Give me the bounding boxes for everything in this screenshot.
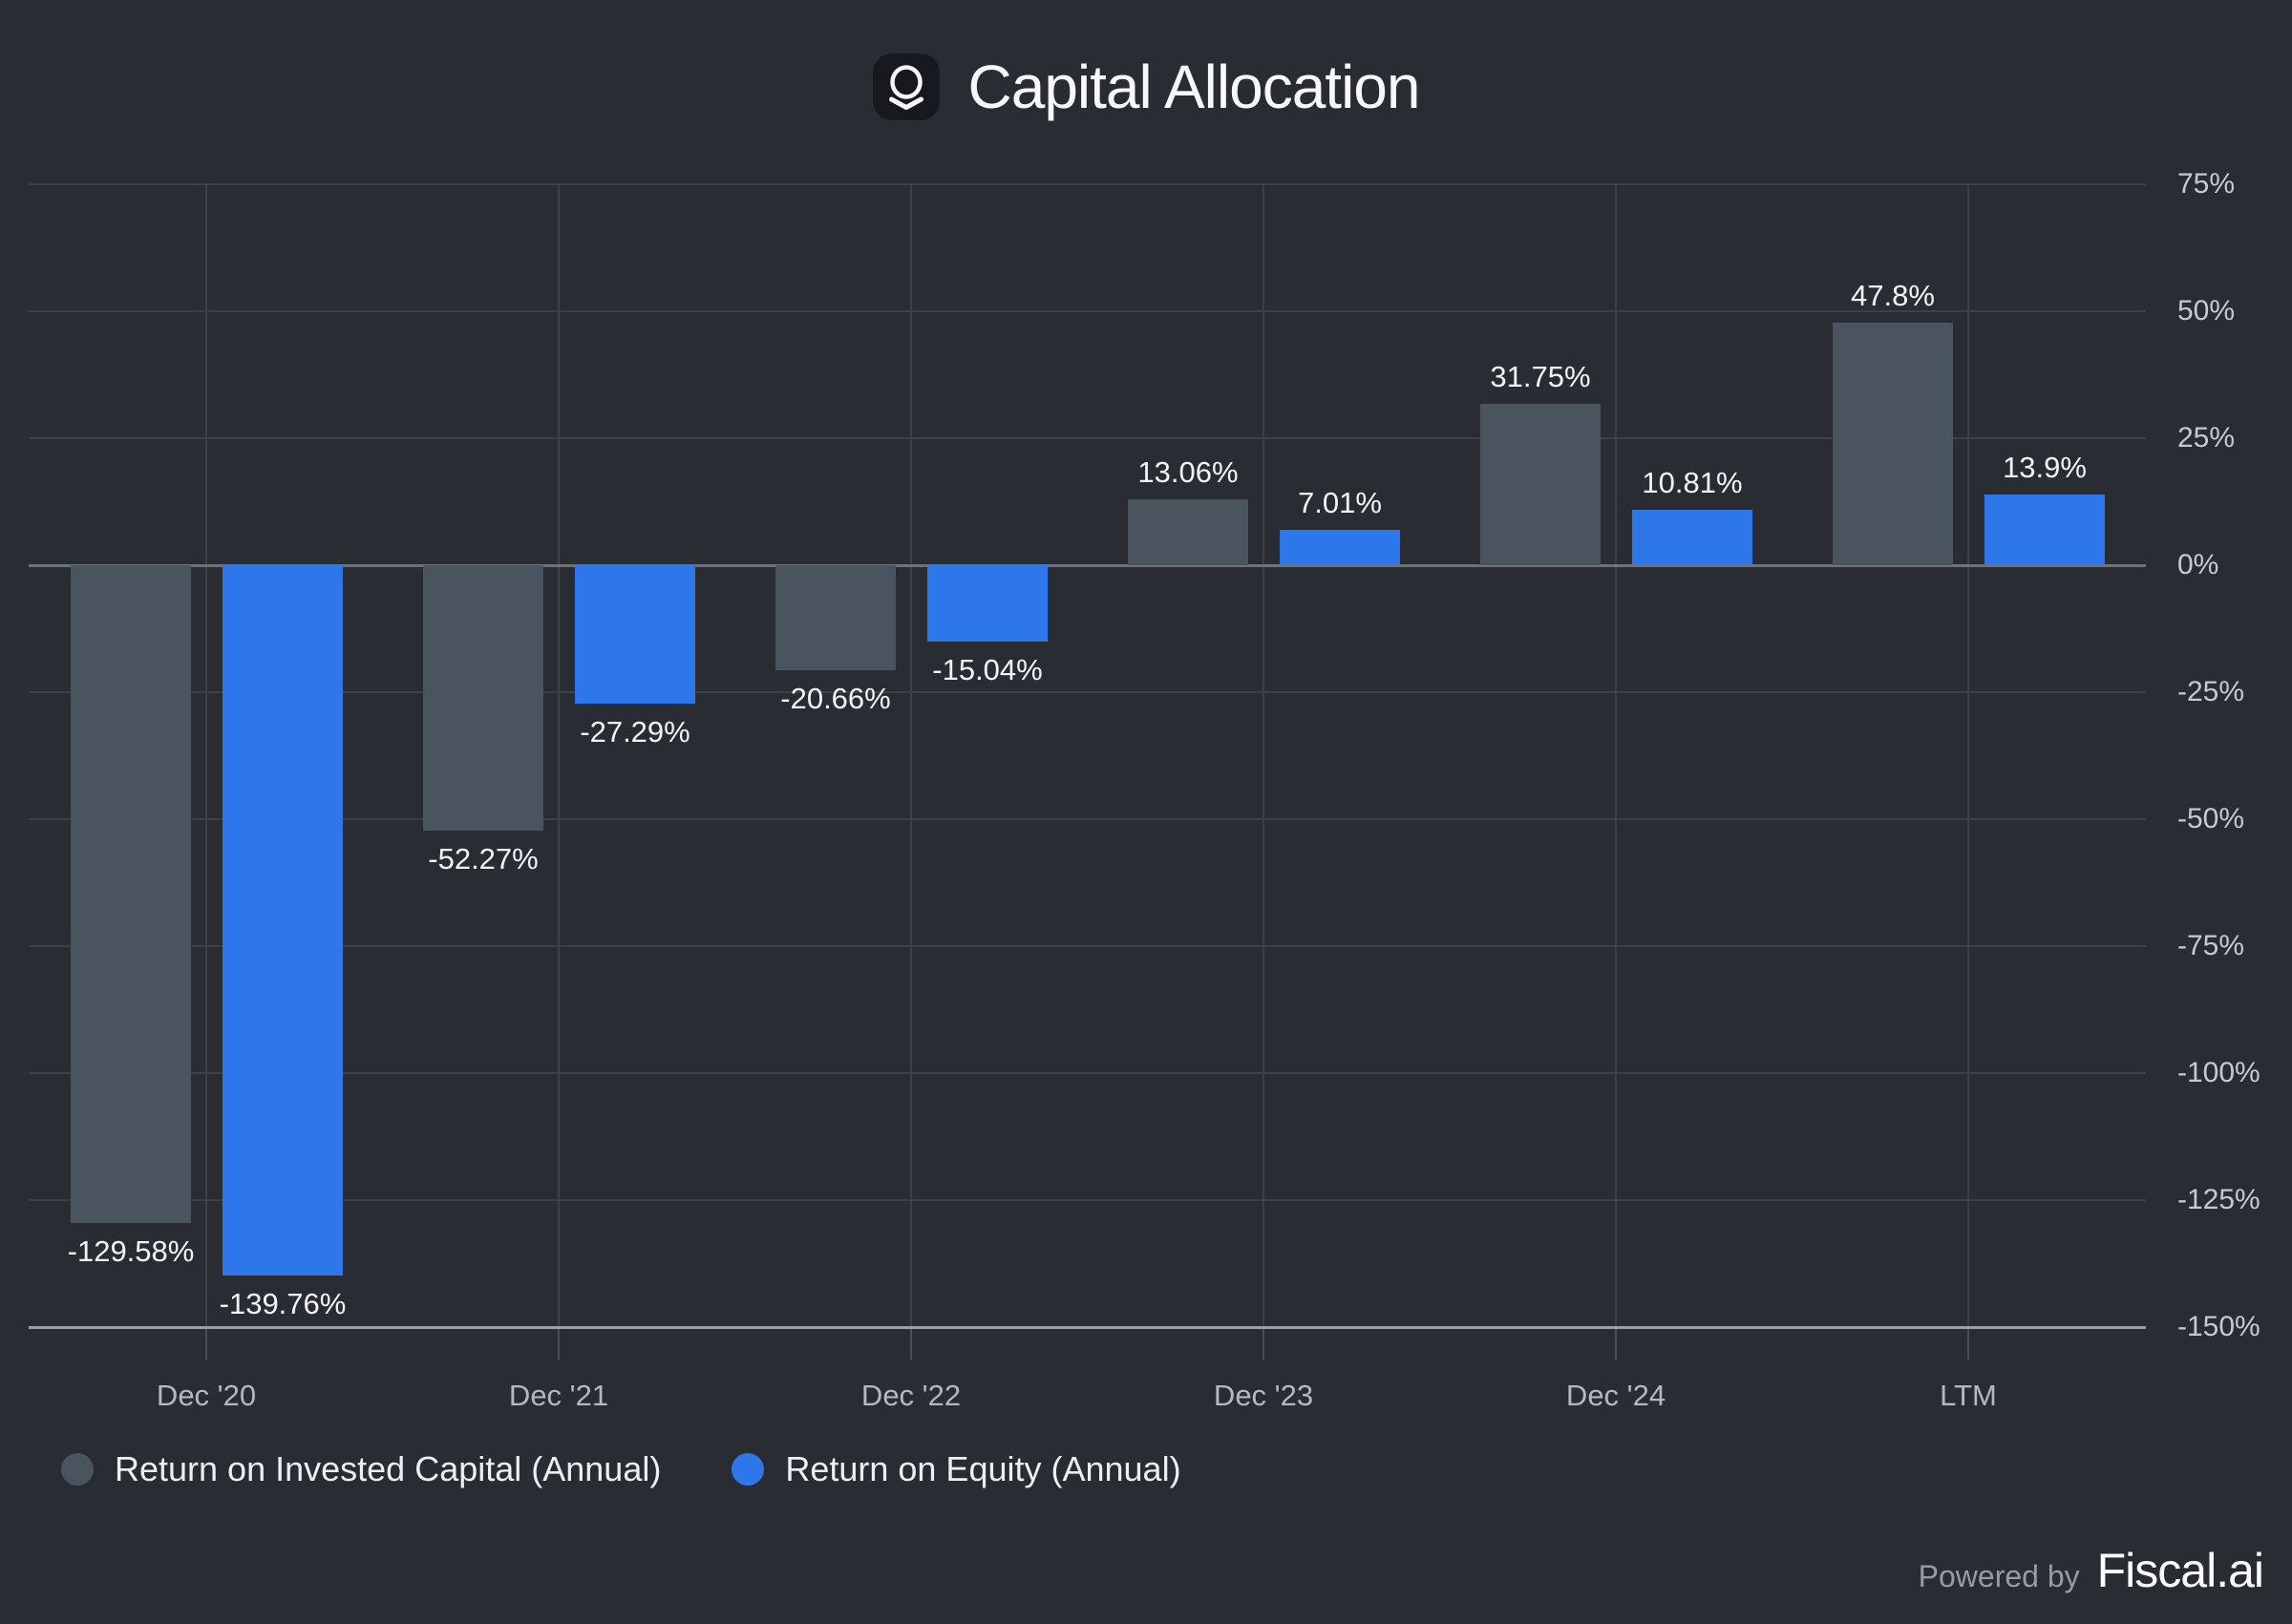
x-tick	[910, 1327, 912, 1360]
value-label: 13.9%	[2003, 451, 2087, 484]
zero-gridline	[29, 564, 2146, 567]
chart-header: Capital Allocation	[0, 53, 2292, 120]
x-tick	[558, 1327, 560, 1360]
y-tick-label: 25%	[2177, 422, 2236, 453]
roic-bar[interactable]	[423, 565, 543, 831]
x-tick-label: Dec '23	[1213, 1379, 1314, 1412]
y-tick-label: -25%	[2177, 676, 2245, 707]
x-gridline	[205, 184, 207, 1327]
x-tick-label: Dec '20	[156, 1379, 257, 1412]
page-title: Capital Allocation	[967, 53, 1421, 121]
y-tick-label: -75%	[2177, 930, 2245, 961]
x-tick-label: Dec '24	[1565, 1379, 1666, 1412]
y-gridline	[29, 818, 2146, 820]
legend: Return on Invested Capital (Annual) Retu…	[61, 1449, 1181, 1489]
x-tick	[205, 1327, 207, 1360]
y-gridline	[29, 1199, 2146, 1201]
roe-bar[interactable]	[223, 565, 343, 1276]
value-label: -27.29%	[580, 715, 690, 749]
x-gridline	[1263, 184, 1264, 1327]
powered-by-text: Powered by	[1918, 1559, 2080, 1593]
footer: Powered by Fiscal.ai	[1918, 1543, 2264, 1598]
y-gridline	[29, 437, 2146, 439]
y-tick-label: -150%	[2177, 1311, 2260, 1342]
roic-bar[interactable]	[1128, 499, 1248, 565]
y-gridline	[29, 183, 2146, 185]
legend-label-roic: Return on Invested Capital (Annual)	[115, 1449, 662, 1488]
value-label: -52.27%	[428, 842, 539, 875]
fiscal-ai-logo[interactable]: Fiscal.ai	[2096, 1544, 2264, 1597]
x-gridline	[910, 184, 912, 1327]
legend-label-roe: Return on Equity (Annual)	[785, 1449, 1181, 1488]
roic-bar[interactable]	[1480, 404, 1601, 565]
roe-legend-dot-icon	[732, 1453, 765, 1486]
value-label: -15.04%	[932, 653, 1043, 686]
roe-bar[interactable]	[1632, 510, 1752, 565]
value-label: 13.06%	[1137, 455, 1239, 489]
y-tick-label: -100%	[2177, 1057, 2260, 1088]
roe-bar[interactable]	[1984, 495, 2105, 565]
x-tick	[1615, 1327, 1617, 1360]
x-gridline	[1967, 184, 1969, 1327]
y-tick-label: 50%	[2177, 295, 2236, 327]
roic-bar[interactable]	[71, 565, 191, 1223]
x-gridline	[1615, 184, 1617, 1327]
x-tick-label: Dec '21	[508, 1379, 609, 1412]
legend-item-roic[interactable]: Return on Invested Capital (Annual)	[61, 1449, 661, 1489]
x-tick-label: Dec '22	[860, 1379, 962, 1412]
y-tick-label: -125%	[2177, 1184, 2260, 1215]
legend-item-roe[interactable]: Return on Equity (Annual)	[732, 1449, 1181, 1489]
y-tick-label: 0%	[2177, 549, 2219, 580]
x-tick	[1967, 1327, 1969, 1360]
value-label: 47.8%	[1851, 279, 1935, 312]
company-logo-icon	[872, 53, 940, 120]
y-tick-label: -50%	[2177, 803, 2245, 834]
value-label: 10.81%	[1642, 466, 1743, 499]
x-tick-label: LTM	[1940, 1379, 1997, 1412]
value-label: -20.66%	[780, 682, 891, 715]
value-label: 31.75%	[1490, 360, 1591, 393]
company-logo-glyph	[888, 65, 923, 110]
x-axis-line	[29, 1326, 2146, 1329]
y-gridline	[29, 310, 2146, 312]
y-gridline	[29, 691, 2146, 693]
y-tick-label: 75%	[2177, 168, 2236, 200]
roic-bar[interactable]	[775, 565, 896, 670]
y-gridline	[29, 945, 2146, 947]
roic-bar[interactable]	[1833, 323, 1953, 565]
value-label: 7.01%	[1298, 486, 1382, 519]
roe-bar[interactable]	[1280, 530, 1400, 565]
value-label: -139.76%	[219, 1287, 347, 1320]
value-label: -129.58%	[67, 1234, 195, 1268]
roe-bar[interactable]	[575, 565, 695, 704]
x-tick	[1263, 1327, 1264, 1360]
roic-legend-dot-icon	[61, 1453, 94, 1486]
y-gridline	[29, 1072, 2146, 1074]
roe-bar[interactable]	[927, 565, 1048, 642]
x-gridline	[558, 184, 560, 1327]
